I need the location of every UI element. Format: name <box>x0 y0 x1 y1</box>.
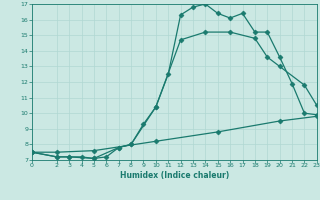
X-axis label: Humidex (Indice chaleur): Humidex (Indice chaleur) <box>120 171 229 180</box>
